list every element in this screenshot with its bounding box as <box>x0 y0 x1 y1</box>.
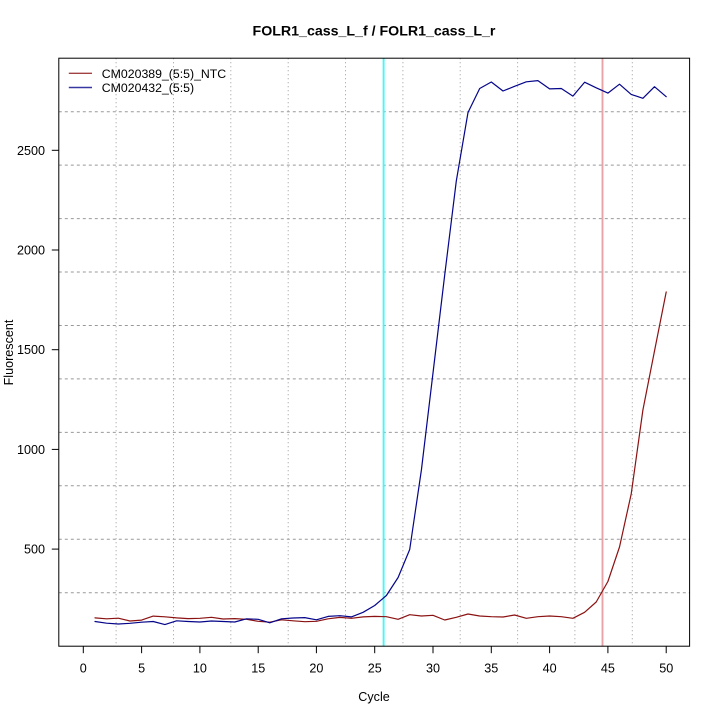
svg-text:2000: 2000 <box>17 244 45 258</box>
svg-text:Cycle: Cycle <box>358 690 390 704</box>
svg-text:CM020432_(5:5): CM020432_(5:5) <box>102 81 194 95</box>
svg-text:20: 20 <box>309 662 323 676</box>
svg-text:50: 50 <box>659 662 673 676</box>
svg-text:25: 25 <box>368 662 382 676</box>
svg-text:Fluorescent: Fluorescent <box>2 319 16 385</box>
svg-text:30: 30 <box>426 662 440 676</box>
svg-text:35: 35 <box>484 662 498 676</box>
svg-text:45: 45 <box>601 662 615 676</box>
svg-text:1000: 1000 <box>17 443 45 457</box>
svg-text:5: 5 <box>138 662 145 676</box>
svg-text:CM020389_(5:5)_NTC: CM020389_(5:5)_NTC <box>102 67 227 81</box>
svg-text:10: 10 <box>193 662 207 676</box>
svg-text:500: 500 <box>24 543 45 557</box>
svg-text:1500: 1500 <box>17 343 45 357</box>
svg-text:15: 15 <box>251 662 265 676</box>
svg-text:0: 0 <box>80 662 87 676</box>
svg-text:40: 40 <box>543 662 557 676</box>
svg-text:FOLR1_cass_L_f / FOLR1_cass_L_: FOLR1_cass_L_f / FOLR1_cass_L_r <box>253 24 496 40</box>
svg-text:2500: 2500 <box>17 144 45 158</box>
